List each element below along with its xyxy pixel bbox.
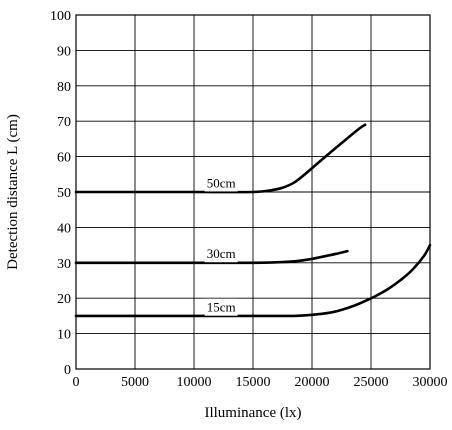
series-label-background	[204, 245, 238, 263]
y-tick-label: 0	[64, 363, 71, 378]
series-label-background	[204, 174, 238, 192]
x-tick-label: 25000	[354, 375, 389, 390]
x-tick-label: 20000	[295, 375, 330, 390]
x-axis-ticks: 0 5000 10000 15000 20000 25000 30000	[73, 375, 448, 390]
y-tick-label: 30	[57, 257, 71, 272]
x-tick-label: 15000	[236, 375, 271, 390]
y-tick-label: 70	[57, 115, 71, 130]
x-tick-label: 0	[73, 375, 80, 390]
series-label-50cm: 50cm	[207, 175, 236, 190]
y-tick-label: 20	[57, 292, 71, 307]
y-tick-label: 10	[57, 328, 71, 343]
series-line-15cm	[74, 243, 432, 318]
y-tick-label: 40	[57, 221, 71, 236]
grid-lines	[76, 15, 430, 369]
series-line-50cm	[74, 123, 367, 194]
x-tick-label: 30000	[413, 375, 448, 390]
y-tick-label: 50	[57, 186, 71, 201]
y-tick-label: 100	[50, 9, 71, 24]
series-curves	[74, 123, 432, 318]
series-label-background	[204, 298, 238, 316]
y-tick-label: 60	[57, 151, 71, 166]
series-line-30cm	[74, 249, 349, 265]
y-axis-ticks: 0 10 20 30 40 50 60 70 80 90 100	[50, 9, 71, 378]
x-tick-label: 5000	[121, 375, 149, 390]
y-tick-label: 80	[57, 80, 71, 95]
x-tick-label: 10000	[177, 375, 212, 390]
series-labels: 50cm 30cm 15cm	[204, 174, 238, 316]
series-label-15cm: 15cm	[207, 300, 236, 315]
y-tick-label: 90	[57, 44, 71, 59]
series-label-30cm: 30cm	[207, 246, 236, 261]
plot-frame	[75, 14, 431, 370]
x-axis-label: Illuminance (lx)	[204, 405, 301, 421]
y-axis-label: Detection distance L (cm)	[5, 114, 21, 270]
